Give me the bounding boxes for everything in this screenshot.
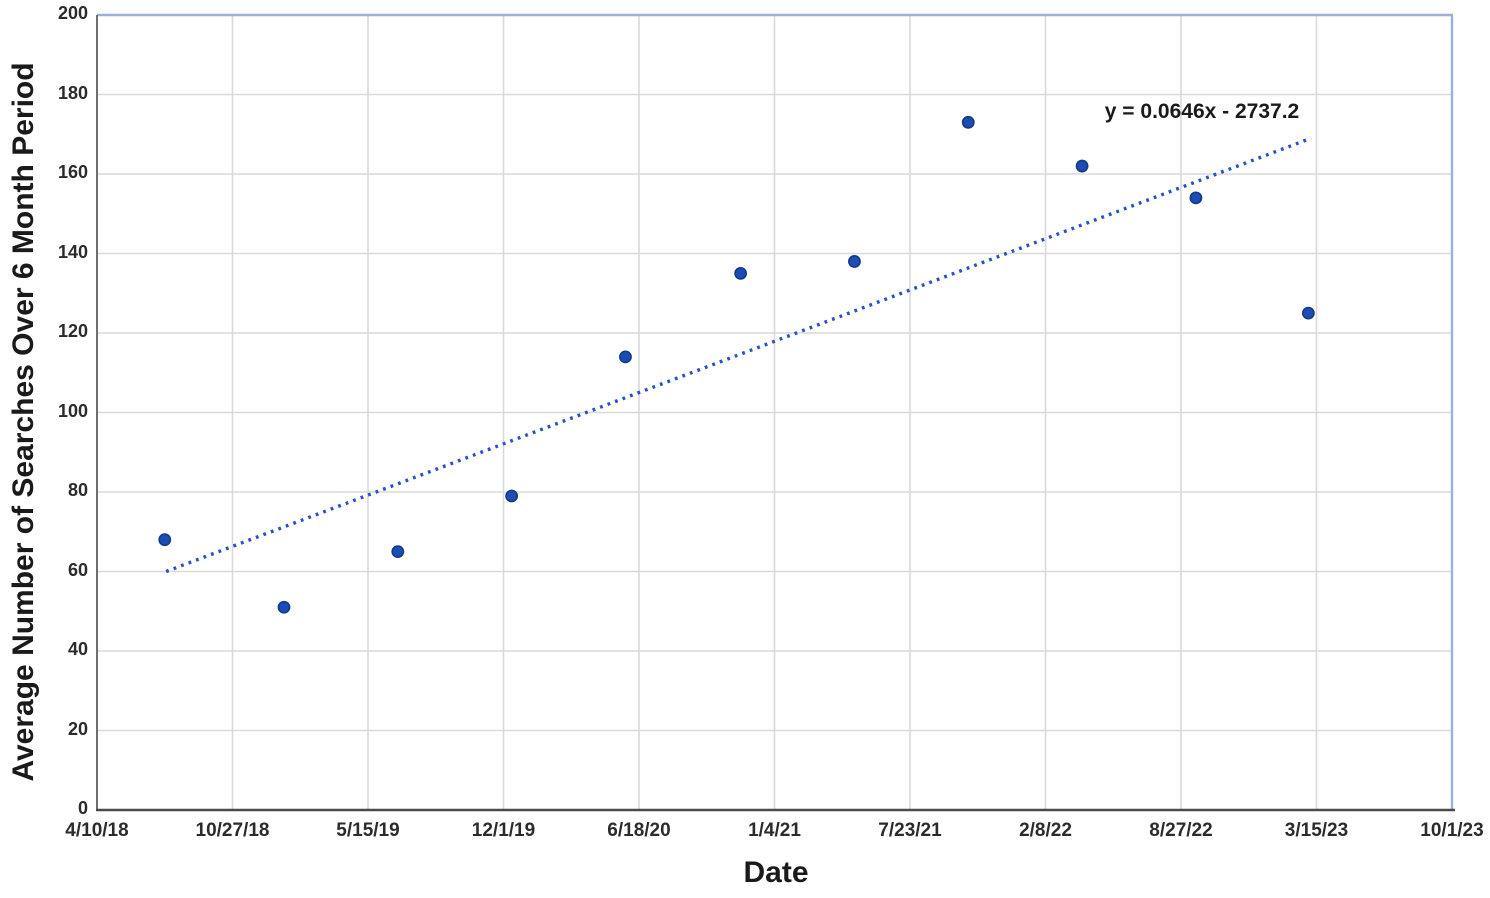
y-tick-label: 60 [67,559,88,580]
x-tick-label: 2/8/22 [1019,820,1072,841]
data-point [391,545,405,559]
x-tick-label: 7/23/21 [878,820,942,841]
data-point [734,266,748,280]
trendline-equation-label: y = 0.0646x - 2737.2 [1104,100,1300,123]
y-tick-label: 200 [57,3,88,23]
y-tick-label: 120 [57,321,88,341]
data-point [277,600,291,614]
y-tick-label: 40 [67,639,88,659]
data-point [1301,306,1315,320]
x-axis-title: Date [743,856,809,889]
x-tick-label: 4/10/18 [65,820,129,841]
y-tick-label: 100 [57,400,88,421]
x-tick-label: 3/15/23 [1284,820,1349,841]
trendline [165,136,1312,574]
x-tick-label: 5/15/19 [336,820,400,841]
x-tick-label: 12/1/19 [471,820,536,841]
x-tick-label: 8/27/22 [1149,820,1213,841]
x-tick-label: 6/18/20 [607,820,671,841]
data-point [619,350,632,364]
y-tick-label: 180 [57,82,88,103]
x-tick-label: 1/4/21 [748,820,801,841]
data-point [1189,191,1203,205]
y-tick-label: 0 [77,798,88,818]
data-point [961,115,975,129]
data-point [1075,159,1089,173]
x-tick-label: 10/1/23 [1420,820,1484,841]
data-point [158,533,172,547]
data-point [505,489,519,503]
y-tick-label: 160 [57,162,88,182]
y-tick-label: 20 [67,718,88,739]
y-tick-label: 140 [57,241,88,262]
y-tick-label: 80 [67,480,88,500]
data-point [848,255,861,268]
x-tick-label: 10/27/18 [195,820,270,841]
